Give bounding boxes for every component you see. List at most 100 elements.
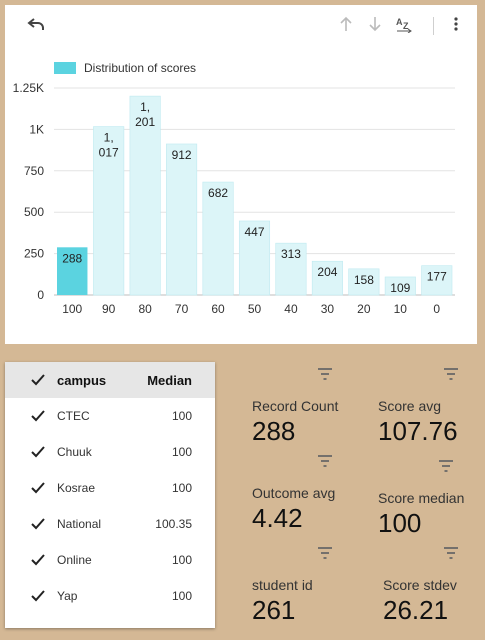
metric-outcome-avg: Outcome avg 4.42 — [252, 485, 335, 534]
row-median: 100 — [171, 481, 192, 495]
metric-value: 288 — [252, 416, 296, 446]
bar[interactable] — [202, 181, 234, 296]
metric-label: Score avg — [378, 398, 442, 414]
bar[interactable] — [238, 220, 271, 296]
row-checkbox[interactable] — [29, 443, 47, 461]
campus-table: campus Median CTEC 100 Chuuk 100 Kosrae 100 Na… — [5, 362, 215, 628]
svg-text:Z: Z — [403, 21, 409, 31]
x-tick-label: 50 — [248, 302, 262, 316]
data-label: 201 — [135, 115, 155, 129]
bar[interactable] — [57, 247, 88, 295]
metric-value: 26.21 — [383, 595, 449, 625]
metric-label: Score median — [378, 490, 465, 506]
y-tick-label: 250 — [24, 247, 44, 261]
metric-score-median: Score median 100 — [378, 490, 464, 539]
metric-student-id: student id 261 — [252, 577, 313, 626]
metric-label: Outcome avg — [252, 485, 336, 501]
row-median: 100 — [171, 553, 192, 567]
x-tick-label: 90 — [102, 302, 116, 316]
table-row[interactable]: Online 100 — [5, 542, 215, 578]
row-median: 100 — [171, 589, 192, 603]
bar[interactable] — [166, 143, 198, 296]
filter-icon[interactable] — [317, 368, 333, 380]
y-tick-label: 0 — [37, 288, 44, 302]
metric-value: 4.42 — [252, 503, 303, 533]
filter-icon[interactable] — [443, 368, 459, 380]
data-label: 447 — [244, 225, 264, 239]
metric-value: 107.76 — [378, 416, 458, 446]
row-campus: Kosrae — [57, 481, 96, 495]
bar[interactable] — [311, 260, 343, 296]
row-campus: Yap — [57, 589, 78, 603]
row-campus: National — [57, 517, 102, 531]
row-median: 100.35 — [155, 517, 192, 531]
undo-icon[interactable] — [25, 13, 47, 35]
filter-icon[interactable] — [317, 547, 333, 559]
table-row[interactable]: Kosrae 100 — [5, 470, 215, 506]
data-label: 017 — [99, 146, 119, 160]
row-median: 100 — [171, 409, 192, 423]
table-row[interactable]: Chuuk 100 — [5, 434, 215, 470]
y-tick-label: 1.25K — [13, 81, 44, 95]
data-label: 912 — [172, 148, 192, 162]
legend-swatch — [54, 62, 76, 74]
bar[interactable] — [275, 242, 307, 296]
metric-label: student id — [252, 577, 313, 593]
filter-icon[interactable] — [443, 547, 459, 559]
bar-chart: 02505007501K1.25K2881001,017901,20180912… — [13, 81, 455, 316]
arrow-down-icon[interactable] — [364, 13, 386, 35]
row-campus: Chuuk — [57, 445, 92, 459]
x-tick-label: 100 — [62, 302, 82, 316]
data-label: 1, — [104, 131, 114, 145]
x-tick-label: 70 — [175, 302, 189, 316]
chart-legend: Distribution of scores — [54, 61, 196, 75]
row-median: 100 — [171, 445, 192, 459]
filter-icon[interactable] — [317, 455, 333, 467]
metric-value: 100 — [378, 508, 422, 538]
row-checkbox[interactable] — [29, 551, 47, 569]
x-tick-label: 10 — [394, 302, 408, 316]
table-row[interactable]: CTEC 100 — [5, 398, 215, 434]
x-tick-label: 80 — [138, 302, 152, 316]
header-campus[interactable]: campus — [57, 373, 107, 388]
arrow-up-icon[interactable] — [335, 13, 357, 35]
filter-icon[interactable] — [438, 460, 454, 472]
table-row[interactable]: Yap 100 — [5, 578, 215, 614]
x-tick-label: 20 — [357, 302, 371, 316]
x-tick-label: 40 — [284, 302, 298, 316]
metric-score-avg: Score avg 107.76 — [378, 398, 458, 447]
metric-label: Score stdev — [383, 577, 457, 593]
header-median[interactable]: Median — [147, 373, 192, 388]
row-checkbox[interactable] — [29, 587, 47, 605]
row-checkbox[interactable] — [29, 479, 47, 497]
data-label: 682 — [208, 186, 228, 200]
y-tick-label: 500 — [24, 205, 44, 219]
x-tick-label: 30 — [321, 302, 335, 316]
y-tick-label: 750 — [24, 164, 44, 178]
table-header: campus Median — [5, 362, 215, 398]
row-checkbox[interactable] — [29, 407, 47, 425]
data-label: 288 — [62, 251, 82, 265]
row-campus: Online — [57, 553, 92, 567]
toolbar-divider — [433, 17, 434, 35]
table-row[interactable]: National 100.35 — [5, 506, 215, 542]
metric-label: Record Count — [252, 398, 339, 414]
row-campus: CTEC — [57, 409, 90, 423]
data-label: 109 — [390, 281, 410, 295]
data-label: 313 — [281, 247, 301, 261]
bar[interactable] — [348, 268, 380, 296]
y-tick-label: 1K — [29, 122, 44, 136]
row-checkbox[interactable] — [29, 515, 47, 533]
bar[interactable] — [384, 276, 416, 296]
data-label: 1, — [140, 100, 150, 114]
svg-text:A: A — [396, 17, 403, 27]
more-vert-icon[interactable] — [445, 13, 467, 35]
bar[interactable] — [421, 265, 453, 296]
legend-label: Distribution of scores — [84, 61, 197, 75]
bar[interactable] — [93, 126, 125, 296]
data-label: 204 — [317, 265, 337, 279]
select-all-checkbox[interactable] — [29, 371, 47, 389]
bar[interactable] — [129, 95, 161, 296]
x-tick-label: 0 — [433, 302, 440, 316]
